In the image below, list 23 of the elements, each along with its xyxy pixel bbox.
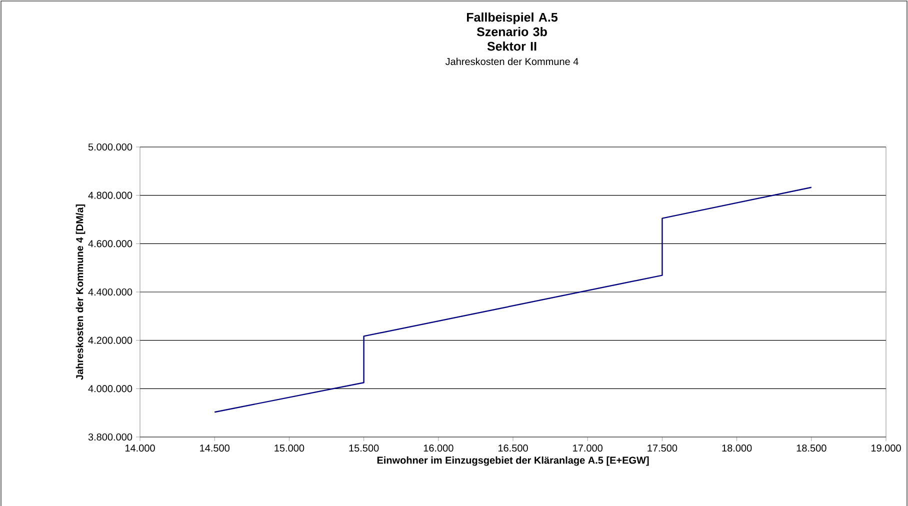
y-tick-label: 4.200.000 [88,336,132,344]
y-tick-label: 4.600.000 [88,240,132,248]
x-tick-label: 18.000 [722,444,752,452]
y-tick-label: 4.800.000 [88,192,132,199]
line-series [214,186,812,413]
y-tick-label: 4.400.000 [88,288,132,296]
y-tick-label: 4.000.000 [88,385,132,392]
x-tick-label: 14.500 [200,444,230,452]
x-tick-label: 17.500 [648,444,678,452]
x-tick-label: 17.000 [573,444,603,452]
x-tick-label: 16.000 [424,444,454,452]
y-axis-title: Jahreskosten der Kommune 4 [DM/a] [76,204,86,380]
x-tick-label: 14.000 [125,444,155,452]
x-tick-label: 18.500 [796,444,826,452]
chart-subtitle: Jahreskosten der Kommune 4 [445,58,578,66]
x-tick-label: 15.500 [349,444,379,452]
x-axis-title: Einwohner im Einzugsgebiet der Kläranlage A.5 [E+EGW] [377,456,649,466]
x-tick-label: 16.500 [498,444,528,452]
y-tick-label: 5.000.000 [88,143,132,151]
chart-title: Fallbeispiel A.5 Szenario 3b Sektor II [467,12,558,51]
y-tick-label: 3.800.000 [88,433,132,441]
x-tick-label: 19.000 [871,444,901,452]
x-tick-label: 15.000 [274,444,304,452]
